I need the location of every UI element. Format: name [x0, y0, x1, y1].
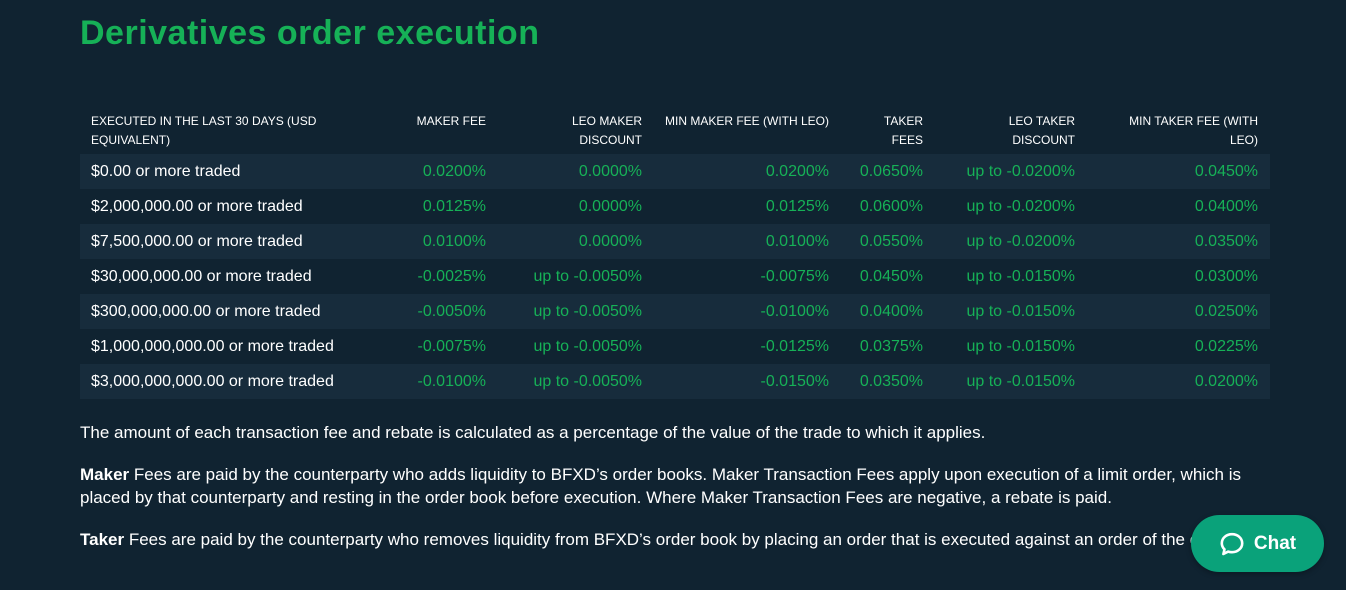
- cell-leo-maker-discount: up to -0.0050%: [498, 259, 654, 294]
- cell-min-maker-fee: 0.0100%: [654, 224, 841, 259]
- cell-maker-fee: -0.0050%: [390, 294, 498, 329]
- cell-volume: $7,500,000.00 or more traded: [80, 224, 390, 259]
- cell-min-taker-fee: 0.0250%: [1087, 294, 1270, 329]
- cell-leo-maker-discount: up to -0.0050%: [498, 294, 654, 329]
- cell-leo-maker-discount: 0.0000%: [498, 224, 654, 259]
- table-header-row: EXECUTED IN THE LAST 30 DAYS (USD EQUIVA…: [80, 109, 1270, 154]
- cell-min-taker-fee: 0.0400%: [1087, 189, 1270, 224]
- cell-volume: $3,000,000,000.00 or more traded: [80, 364, 390, 399]
- cell-min-taker-fee: 0.0225%: [1087, 329, 1270, 364]
- cell-leo-taker-discount: up to -0.0150%: [935, 259, 1087, 294]
- cell-volume: $0.00 or more traded: [80, 154, 390, 189]
- cell-leo-taker-discount: up to -0.0200%: [935, 189, 1087, 224]
- cell-taker-fees: 0.0650%: [841, 154, 935, 189]
- header-volume: EXECUTED IN THE LAST 30 DAYS (USD EQUIVA…: [91, 114, 317, 147]
- cell-maker-fee: 0.0100%: [390, 224, 498, 259]
- note-intro: The amount of each transaction fee and r…: [80, 423, 986, 442]
- table-row: $7,500,000.00 or more traded 0.0100% 0.0…: [80, 224, 1270, 259]
- cell-min-maker-fee: -0.0075%: [654, 259, 841, 294]
- chat-label: Chat: [1253, 532, 1297, 554]
- cell-min-maker-fee: 0.0125%: [654, 189, 841, 224]
- header-maker-fee: MAKER FEE: [416, 114, 486, 128]
- cell-maker-fee: -0.0025%: [390, 259, 498, 294]
- cell-taker-fees: 0.0400%: [841, 294, 935, 329]
- header-leo-taker-discount: LEO TAKER DISCOUNT: [1008, 114, 1075, 147]
- cell-min-taker-fee: 0.0350%: [1087, 224, 1270, 259]
- header-min-maker-fee: MIN MAKER FEE (WITH LEO): [665, 114, 830, 128]
- cell-maker-fee: -0.0075%: [390, 329, 498, 364]
- cell-taker-fees: 0.0450%: [841, 259, 935, 294]
- cell-volume: $300,000,000.00 or more traded: [80, 294, 390, 329]
- cell-min-taker-fee: 0.0450%: [1087, 154, 1270, 189]
- chat-button[interactable]: Chat: [1191, 515, 1324, 572]
- table-row: $1,000,000,000.00 or more traded -0.0075…: [80, 329, 1270, 364]
- note-maker-text: Fees are paid by the counterparty who ad…: [80, 465, 1242, 507]
- cell-taker-fees: 0.0550%: [841, 224, 935, 259]
- cell-leo-taker-discount: up to -0.0200%: [935, 224, 1087, 259]
- fee-notes: The amount of each transaction fee and r…: [80, 421, 1280, 570]
- note-taker-term: Taker: [80, 530, 125, 549]
- table-row: $0.00 or more traded 0.0200% 0.0000% 0.0…: [80, 154, 1270, 189]
- note-taker: Taker Fees are paid by the counterparty …: [80, 528, 1280, 551]
- cell-taker-fees: 0.0350%: [841, 364, 935, 399]
- cell-volume: $2,000,000.00 or more traded: [80, 189, 390, 224]
- table-row: $30,000,000.00 or more traded -0.0025% u…: [80, 259, 1270, 294]
- table-row: $2,000,000.00 or more traded 0.0125% 0.0…: [80, 189, 1270, 224]
- cell-leo-taker-discount: up to -0.0200%: [935, 154, 1087, 189]
- cell-leo-maker-discount: up to -0.0050%: [498, 329, 654, 364]
- header-min-taker-fee: MIN TAKER FEE (WITH LEO): [1129, 114, 1258, 147]
- cell-maker-fee: -0.0100%: [390, 364, 498, 399]
- cell-taker-fees: 0.0375%: [841, 329, 935, 364]
- cell-leo-maker-discount: 0.0000%: [498, 189, 654, 224]
- cell-volume: $1,000,000,000.00 or more traded: [80, 329, 390, 364]
- chat-bubble-icon: [1220, 532, 1244, 555]
- cell-min-maker-fee: 0.0200%: [654, 154, 841, 189]
- fee-table: EXECUTED IN THE LAST 30 DAYS (USD EQUIVA…: [80, 109, 1270, 399]
- cell-leo-maker-discount: 0.0000%: [498, 154, 654, 189]
- note-maker: Maker Fees are paid by the counterparty …: [80, 463, 1280, 509]
- cell-maker-fee: 0.0200%: [390, 154, 498, 189]
- table-row: $300,000,000.00 or more traded -0.0050% …: [80, 294, 1270, 329]
- cell-min-maker-fee: -0.0100%: [654, 294, 841, 329]
- cell-maker-fee: 0.0125%: [390, 189, 498, 224]
- cell-leo-taker-discount: up to -0.0150%: [935, 329, 1087, 364]
- cell-min-maker-fee: -0.0125%: [654, 329, 841, 364]
- cell-min-maker-fee: -0.0150%: [654, 364, 841, 399]
- cell-volume: $30,000,000.00 or more traded: [80, 259, 390, 294]
- note-taker-text: Fees are paid by the counterparty who re…: [124, 530, 1276, 549]
- cell-leo-taker-discount: up to -0.0150%: [935, 364, 1087, 399]
- page-title: Derivatives order execution: [80, 14, 540, 52]
- note-maker-term: Maker: [80, 465, 130, 484]
- cell-min-taker-fee: 0.0200%: [1087, 364, 1270, 399]
- table-row: $3,000,000,000.00 or more traded -0.0100…: [80, 364, 1270, 399]
- cell-leo-taker-discount: up to -0.0150%: [935, 294, 1087, 329]
- header-leo-maker-discount: LEO MAKER DISCOUNT: [571, 114, 642, 147]
- cell-taker-fees: 0.0600%: [841, 189, 935, 224]
- header-taker-fees: TAKER FEES: [883, 114, 923, 147]
- cell-min-taker-fee: 0.0300%: [1087, 259, 1270, 294]
- cell-leo-maker-discount: up to -0.0050%: [498, 364, 654, 399]
